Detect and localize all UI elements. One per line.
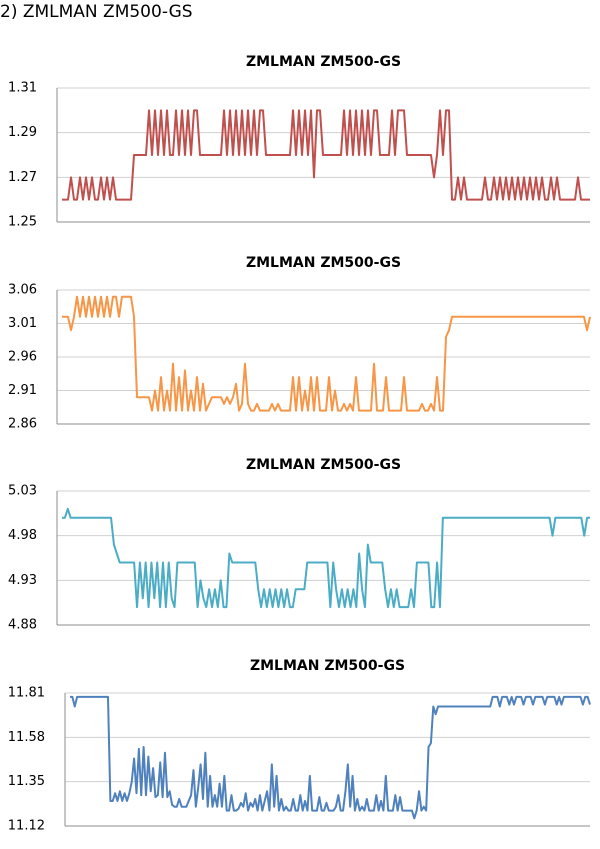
page-heading: 2) ZMLMAN ZM500-GS bbox=[0, 2, 193, 22]
chart-title: ZMLMAN ZM500-GS bbox=[250, 658, 405, 674]
y-tick-label: 1.25 bbox=[8, 215, 37, 230]
y-tick-label: 1.29 bbox=[8, 125, 37, 140]
y-tick-label: 4.98 bbox=[8, 528, 37, 543]
chart-panel-1: ZMLMAN ZM500-GS 1.31 1.29 1.27 1.25 bbox=[8, 54, 590, 230]
y-tick-label: 1.27 bbox=[8, 170, 37, 185]
series-line bbox=[62, 109, 590, 201]
y-tick-label: 2.91 bbox=[8, 383, 37, 398]
y-tick-label: 1.31 bbox=[8, 81, 37, 96]
y-tick-label: 11.81 bbox=[8, 686, 45, 701]
series-line bbox=[62, 295, 591, 412]
y-tick-label: 5.03 bbox=[8, 484, 37, 499]
chart-title: ZMLMAN ZM500-GS bbox=[246, 255, 401, 271]
y-tick-label: 11.58 bbox=[8, 730, 45, 745]
y-tick-label: 2.96 bbox=[8, 350, 37, 365]
y-tick-label: 4.88 bbox=[8, 618, 37, 633]
chart-panel-4: ZMLMAN ZM500-GS 11.81 11.58 11.35 11.12 bbox=[8, 658, 591, 834]
chart-panel-3: ZMLMAN ZM500-GS 5.03 4.98 4.93 4.88 bbox=[8, 457, 590, 633]
y-tick-label: 3.01 bbox=[8, 316, 37, 331]
y-tick-label: 11.35 bbox=[8, 774, 45, 789]
series-line bbox=[70, 695, 591, 820]
y-tick-label: 2.86 bbox=[8, 417, 37, 432]
y-tick-label: 3.06 bbox=[8, 283, 37, 298]
chart-title: ZMLMAN ZM500-GS bbox=[246, 457, 401, 473]
chart-panel-2: ZMLMAN ZM500-GS 3.06 3.01 2.96 2.91 2.86 bbox=[8, 255, 591, 432]
series-line bbox=[62, 507, 590, 609]
y-tick-label: 11.12 bbox=[8, 819, 45, 834]
chart-title: ZMLMAN ZM500-GS bbox=[246, 54, 401, 70]
y-tick-label: 4.93 bbox=[8, 573, 37, 588]
